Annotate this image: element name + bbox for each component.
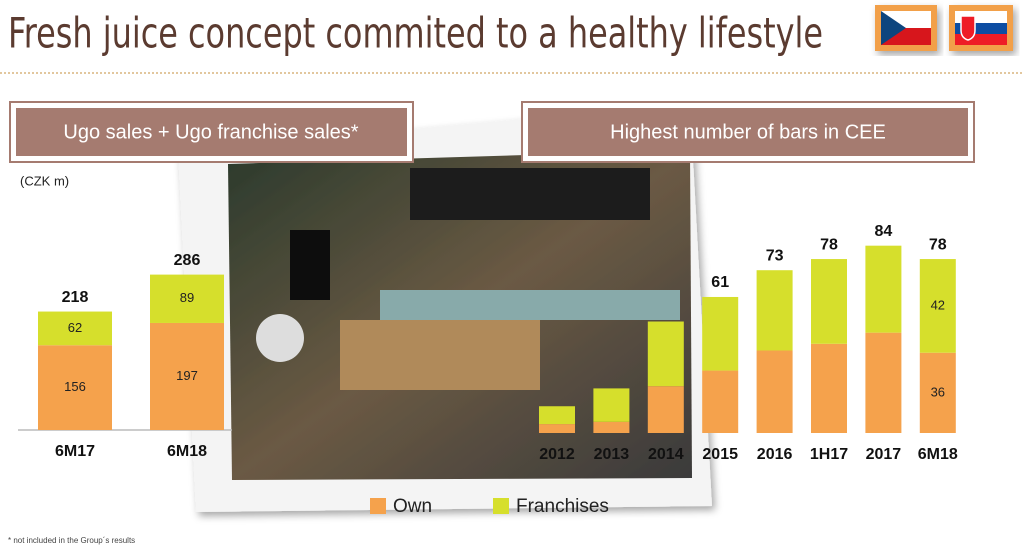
x-tick-label: 1H17	[810, 446, 848, 463]
legend-label: Franchises	[516, 496, 609, 517]
flag-sk	[949, 5, 1013, 51]
total-label: 286	[174, 252, 201, 269]
banner-right: Highest number of bars in CEE	[521, 101, 975, 163]
bar-segment	[702, 296, 739, 371]
slide-title: Fresh juice concept commited to a health…	[8, 9, 823, 58]
bar-segment	[38, 311, 112, 346]
bar-segment	[38, 345, 112, 430]
total-label: 84	[875, 223, 893, 240]
total-label: 218	[62, 289, 89, 306]
x-tick-label: 6M18	[918, 446, 958, 463]
chart-title: Ugo sales + Ugo franchise sales*	[63, 121, 358, 143]
bar-segment	[150, 322, 224, 430]
bar-segment	[647, 321, 684, 387]
bar-segment	[539, 424, 575, 433]
legend-swatch	[493, 498, 509, 514]
bar-segment	[919, 352, 956, 433]
x-tick-label: 2016	[757, 446, 793, 463]
bar-segment	[756, 350, 793, 433]
unit-label: (CZK m)	[20, 173, 69, 188]
legend-swatch	[370, 498, 386, 514]
bar-segment	[593, 421, 630, 433]
bar-segment	[702, 370, 739, 433]
x-tick-label: 6M18	[167, 443, 207, 460]
footnote: * not included in the Group´s results	[8, 536, 135, 545]
x-tick-label: 2017	[866, 446, 902, 463]
x-tick-label: 2015	[702, 446, 738, 463]
segment-label: 62	[68, 320, 82, 335]
bar-segment	[593, 388, 630, 422]
segment-label: 156	[64, 379, 86, 394]
banner-left: Ugo sales + Ugo franchise sales*	[9, 101, 414, 163]
x-tick-label: 6M17	[55, 443, 95, 460]
x-tick-label: 2014	[648, 446, 684, 463]
photo	[178, 104, 712, 512]
x-tick-label: 2013	[594, 446, 630, 463]
bar-segment	[756, 270, 793, 351]
bar-segment	[919, 259, 956, 353]
bar-segment	[811, 343, 847, 433]
total-label: 78	[929, 236, 947, 253]
segment-label: 42	[931, 297, 945, 312]
total-label: 73	[766, 247, 784, 264]
total-label: 78	[820, 236, 838, 253]
flag-cz	[875, 5, 937, 51]
legend-label: Own	[393, 496, 432, 517]
chart-title: Highest number of bars in CEE	[610, 121, 886, 143]
bar-segment	[647, 386, 684, 433]
bar-segment	[539, 406, 575, 425]
segment-label: 36	[931, 384, 945, 399]
x-tick-label: 2012	[539, 446, 575, 463]
bar-segment	[865, 332, 902, 433]
bar-segment	[811, 259, 847, 344]
segment-label: 89	[180, 290, 194, 305]
total-label: 61	[711, 274, 729, 291]
bar-segment	[150, 274, 224, 323]
bar-segment	[865, 245, 902, 333]
segment-label: 197	[176, 368, 198, 383]
